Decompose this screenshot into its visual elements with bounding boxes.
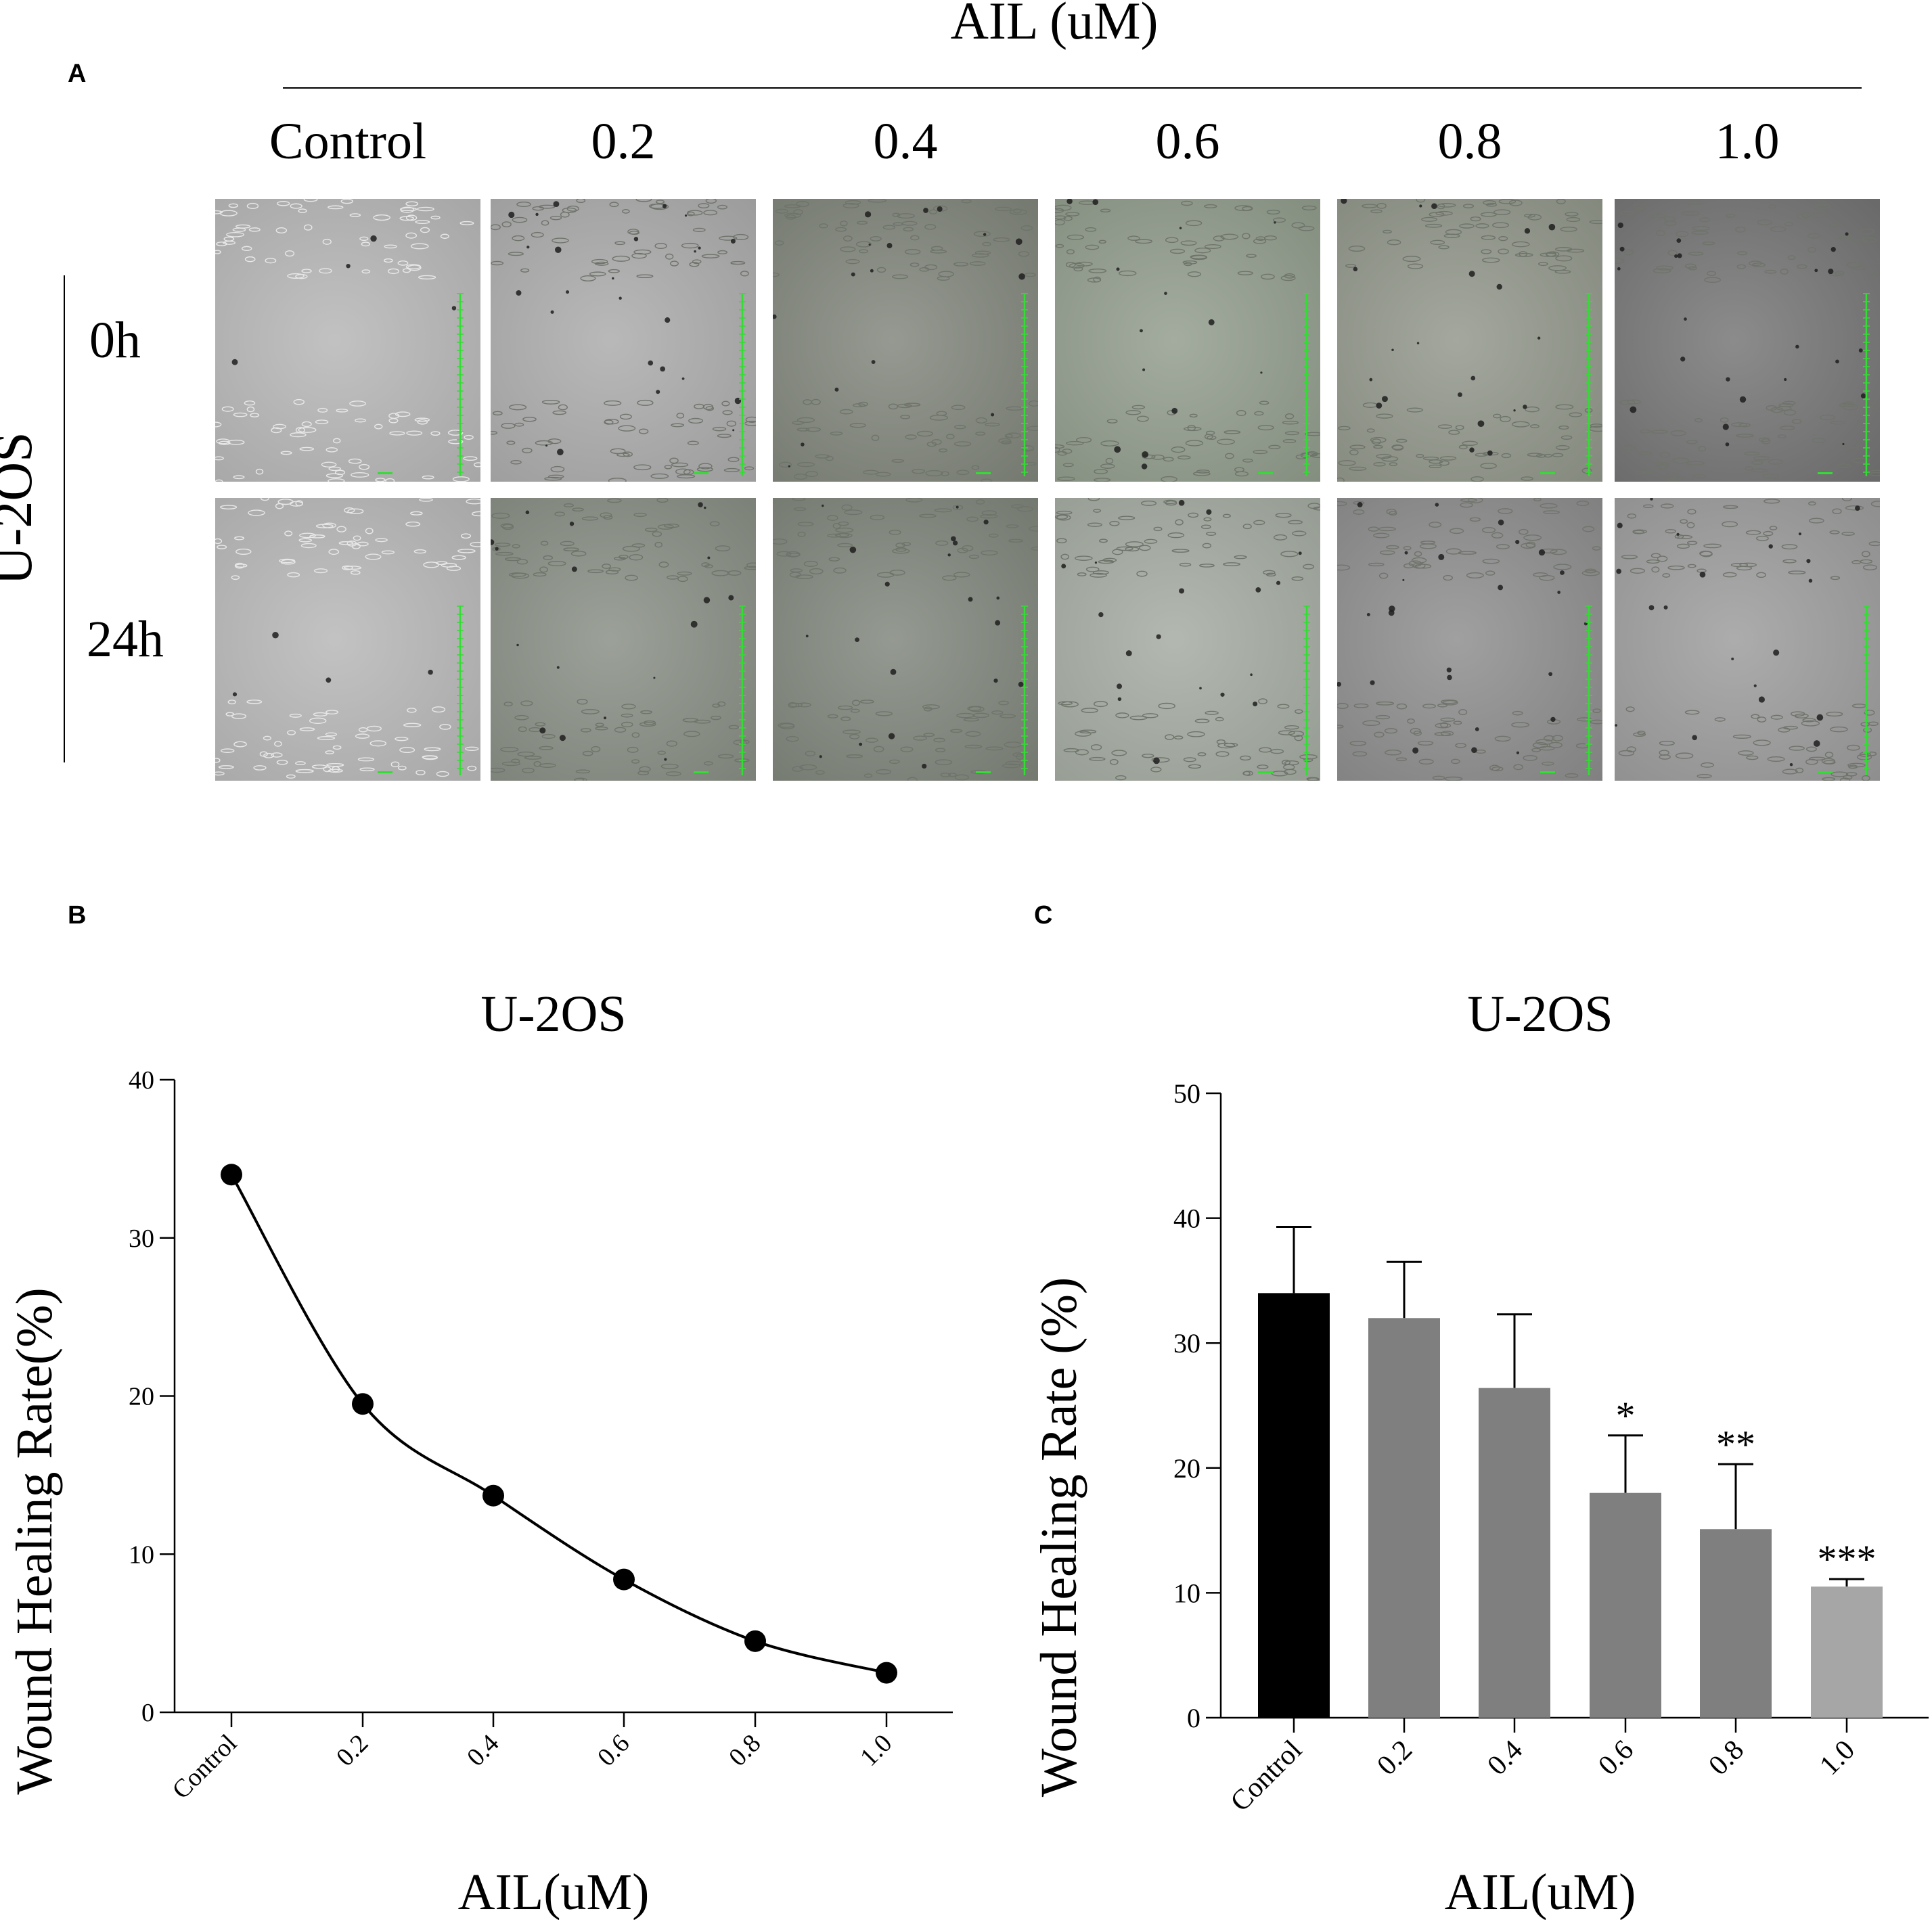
micrograph-24h-4 [1055, 498, 1320, 781]
micrograph-24h-1 [215, 498, 480, 781]
chart-c-bar [1811, 1586, 1883, 1718]
micrograph-24h-5 [1337, 498, 1602, 781]
column-label-1-0: 1.0 [1715, 113, 1780, 170]
chart-b-ytick-label: 40 [129, 1066, 154, 1095]
row-label-24h: 24h [87, 611, 164, 668]
chart-c-xtick-label: 0.8 [1703, 1735, 1750, 1782]
chart-b-data-point [613, 1568, 635, 1591]
micrograph-0h-4 [1055, 199, 1320, 482]
micrograph-texture [773, 498, 1038, 781]
micrograph-0h-2 [491, 199, 756, 482]
chart-c-bar [1368, 1318, 1440, 1718]
chart-b-ytick-label: 10 [129, 1540, 154, 1569]
scale-bar [1540, 472, 1555, 474]
chart-c-xtick-label: Control [1225, 1735, 1308, 1818]
scale-bar [694, 771, 709, 773]
chart-b-data-point [876, 1662, 897, 1684]
micrograph-0h-1 [215, 199, 480, 482]
chart-c-ytick-label: 40 [1173, 1204, 1200, 1234]
scale-bar [1258, 472, 1273, 474]
chart-b-data-point [221, 1164, 242, 1186]
scale-bar [1540, 771, 1555, 773]
micrograph-0h-6 [1615, 199, 1880, 482]
scale-bar [1818, 472, 1833, 474]
scale-bar [976, 771, 991, 773]
micrograph-texture [215, 199, 480, 482]
chart-b-data-point [482, 1484, 504, 1507]
chart-c-bar [1258, 1293, 1330, 1718]
panel-c-letter: C [1034, 901, 1053, 930]
scale-bar [694, 472, 709, 474]
micrograph-texture [491, 199, 756, 482]
micrograph-texture [1055, 498, 1320, 781]
chart-c-ytick-label: 20 [1173, 1453, 1200, 1484]
micrograph-24h-6 [1615, 498, 1880, 781]
chart-c-xlabel: AIL(uM) [1445, 1864, 1636, 1920]
chart-b-ytick-label: 30 [129, 1225, 154, 1253]
chart-b-ytick-label: 0 [141, 1699, 154, 1727]
chart-b-xtick-label: 1.0 [855, 1729, 897, 1772]
header-rule [283, 87, 1862, 89]
chart-c-ytick-label: 0 [1187, 1703, 1200, 1733]
panel-a-letter: A [68, 60, 87, 88]
chart-b-xtick-label: Control [167, 1729, 243, 1805]
chart-b-ytick-label: 20 [129, 1383, 154, 1411]
micrograph-texture [1337, 199, 1602, 482]
chart-c-xtick-label: 0.2 [1371, 1735, 1418, 1782]
chart-b-data-point [744, 1630, 766, 1652]
panel-a-header: AIL (uM) [950, 0, 1159, 50]
chart-c-bar [1479, 1388, 1550, 1718]
chart-b-title: U-2OS [480, 986, 626, 1043]
micrograph-24h-2 [491, 498, 756, 781]
column-label-0-4: 0.4 [873, 113, 938, 170]
micrograph-0h-3 [773, 199, 1038, 482]
chart-c-bar [1700, 1529, 1772, 1718]
chart-b-series-line [230, 1174, 887, 1674]
column-label-0-2: 0.2 [591, 113, 656, 170]
cell-line-label: U-2OS [0, 432, 43, 585]
chart-b-xtick-label: 0.2 [331, 1729, 374, 1772]
micrograph-0h-5 [1337, 199, 1602, 482]
column-label-0-6: 0.6 [1155, 113, 1220, 170]
row-label-0h: 0h [89, 312, 141, 369]
chart-b-data-point [352, 1393, 374, 1415]
chart-c-ytick-label: 50 [1173, 1078, 1200, 1109]
column-label-control: Control [269, 113, 427, 170]
scale-bar [1818, 771, 1833, 773]
scale-bar [378, 771, 392, 773]
column-label-0-8: 0.8 [1437, 113, 1502, 170]
chart-c-ytick-label: 30 [1173, 1328, 1200, 1358]
micrograph-texture [1055, 199, 1320, 482]
micrograph-texture [491, 498, 756, 781]
chart-b-xtick-label: 0.6 [592, 1729, 635, 1772]
chart-b-xtick-label: 0.8 [723, 1729, 766, 1772]
line-chart: U-2OS AIL(uM) Wound Healing Rate(%) 0 10 2… [6, 986, 953, 1920]
chart-c-xtick-label: 0.4 [1481, 1735, 1529, 1782]
chart-b-ylabel: Wound Healing Rate(%) [6, 1287, 63, 1794]
scale-bar [378, 472, 392, 474]
chart-c-significance-label: *** [1818, 1537, 1877, 1581]
chart-b-xlabel: AIL(uM) [458, 1864, 650, 1920]
scale-bar [1258, 771, 1273, 773]
micrograph-texture [773, 199, 1038, 482]
chart-c-xtick-label: 0.6 [1592, 1735, 1640, 1782]
chart-c-title: U-2OS [1467, 986, 1613, 1043]
chart-c-ylabel: Wound Healing Rate (%) [1031, 1277, 1087, 1797]
chart-b-xtick-label: 0.4 [462, 1729, 504, 1772]
micrograph-texture [1615, 200, 1880, 481]
micrograph-texture [215, 498, 480, 779]
chart-c-significance-label: ** [1716, 1422, 1755, 1466]
micrograph-24h-3 [773, 498, 1038, 781]
bar-chart: U-2OS AIL(uM) Wound Healing Rate (%) 0 10… [1031, 986, 1929, 1920]
micrograph-texture [1615, 498, 1880, 781]
micrograph-texture [1337, 498, 1602, 781]
chart-c-bar [1590, 1492, 1661, 1718]
scale-bar [976, 472, 991, 474]
cell-line-rule [64, 275, 65, 762]
chart-c-xtick-label: 1.0 [1814, 1735, 1861, 1782]
chart-c-significance-label: * [1616, 1394, 1636, 1438]
chart-c-ytick-label: 10 [1173, 1578, 1200, 1608]
panel-b-letter: B [68, 901, 87, 930]
